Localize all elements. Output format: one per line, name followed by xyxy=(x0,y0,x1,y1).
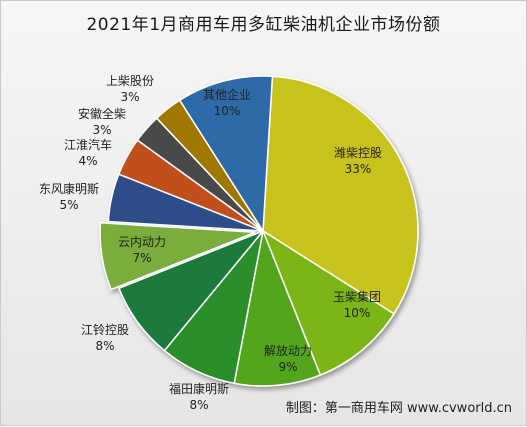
slice-name-label: 其他企业 xyxy=(203,87,251,102)
pie-slice-5 xyxy=(118,230,264,352)
slice-percent-label: 10% xyxy=(214,104,241,118)
chart-credit: 制图：第一商用车网 www.cvworld.cn xyxy=(285,401,512,416)
slice-percent-label: 8% xyxy=(95,339,114,353)
slice-name-label: 上柴股份 xyxy=(106,74,154,88)
slice-percent-label: 8% xyxy=(189,398,208,412)
pie-slice-6 xyxy=(99,222,256,291)
slice-name-label: 潍柴控股 xyxy=(334,146,382,160)
slice-name-label: 云内动力 xyxy=(118,235,166,249)
slice-name-label: 江淮汽车 xyxy=(64,137,112,152)
slice-percent-label: 9% xyxy=(278,360,297,374)
slice-name-label: 江铃控股 xyxy=(81,322,129,337)
slice-name-label: 福田康明斯 xyxy=(169,381,229,396)
slice-name-label: 安徽全柴 xyxy=(78,106,126,121)
chart-title: 2021年1月商用车用多缸柴油机企业市场份额 xyxy=(86,15,441,35)
slice-percent-label: 5% xyxy=(59,198,78,212)
slice-name-label: 玉柴集团 xyxy=(333,289,381,304)
slice-percent-label: 4% xyxy=(78,154,97,168)
pie-slice-1 xyxy=(262,75,419,315)
slice-percent-label: 3% xyxy=(92,123,111,137)
pie-slice-11 xyxy=(178,75,274,234)
slice-percent-label: 10% xyxy=(344,306,371,320)
slice-percent-label: 33% xyxy=(345,162,372,176)
slice-percent-label: 7% xyxy=(132,251,151,265)
slice-percent-label: 3% xyxy=(120,90,139,104)
slice-name-label: 东风康明斯 xyxy=(39,181,99,196)
pie-slice-2 xyxy=(261,229,396,376)
slice-name-label: 解放动力 xyxy=(264,343,312,358)
